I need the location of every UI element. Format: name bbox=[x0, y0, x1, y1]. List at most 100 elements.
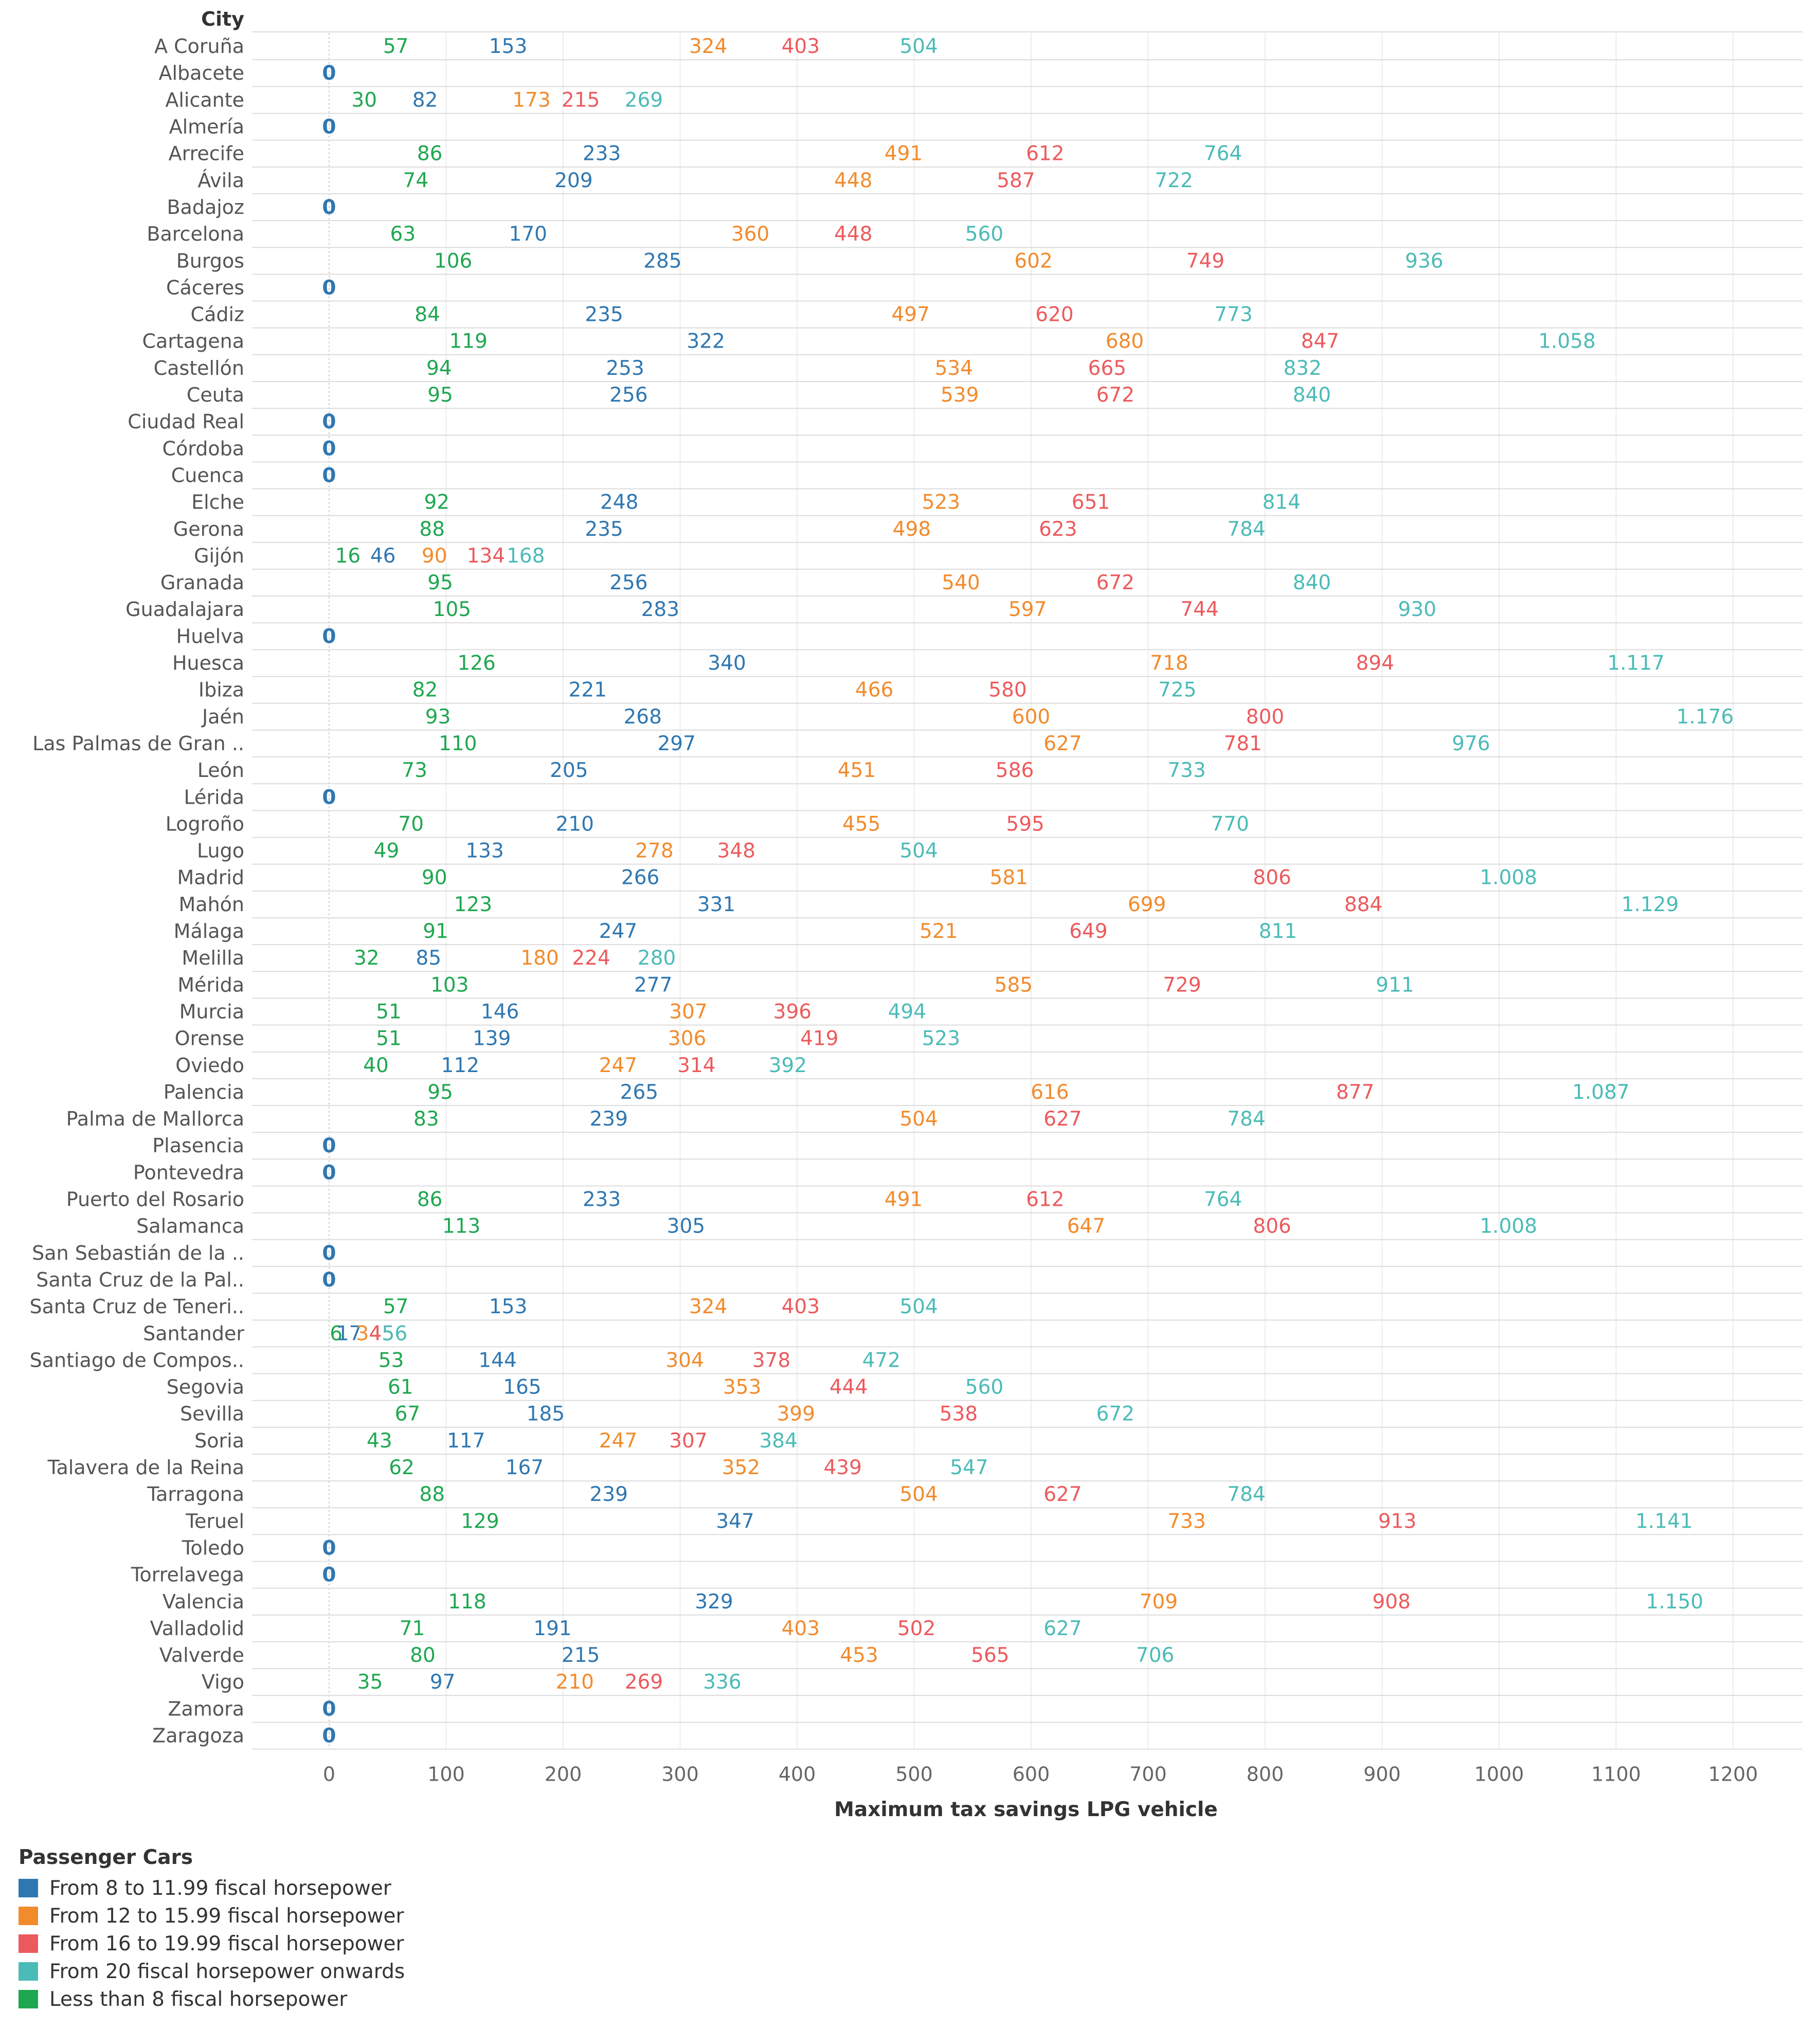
chart-row: San Sebastián de la .. 0 bbox=[32, 1242, 1803, 1266]
value-label-16to20: 378 bbox=[752, 1349, 790, 1372]
chart-row: Arrecife 86 233 491 612 764 bbox=[169, 142, 1803, 167]
chart-row: Barcelona 63 170 360 448 560 bbox=[147, 223, 1803, 247]
city-label: Lugo bbox=[197, 840, 244, 862]
chart-row: Jaén 93 268 600 800 1.176 bbox=[201, 705, 1803, 730]
value-label-20plus: 976 bbox=[1452, 732, 1490, 755]
value-label-12to16: 491 bbox=[885, 142, 923, 166]
value-label-20plus: 725 bbox=[1158, 679, 1196, 702]
chart-row: Alicante 30 82 173 215 269 bbox=[165, 88, 1803, 113]
value-label-20plus: 1.117 bbox=[1607, 652, 1665, 675]
value-label-8to12: 167 bbox=[506, 1456, 544, 1479]
city-label: Gijón bbox=[194, 545, 244, 567]
city-label: Mérida bbox=[177, 973, 244, 996]
value-label-12to16: 581 bbox=[990, 866, 1028, 890]
value-label-16to20: 847 bbox=[1301, 330, 1339, 353]
value-label-20plus: 1.129 bbox=[1621, 893, 1679, 916]
value-label-20plus: 1.150 bbox=[1646, 1590, 1703, 1614]
chart-row: Talavera de la Reina 62 167 352 439 547 bbox=[47, 1456, 1803, 1481]
value-label-lt8: 71 bbox=[400, 1617, 425, 1640]
value-label-20plus: 784 bbox=[1227, 1108, 1265, 1131]
chart: A Coruña 57 153 324 403 504 Albacete 0 Alicante 3… bbox=[0, 0, 1820, 1831]
value-label-8to12: 170 bbox=[509, 223, 547, 246]
value-label-12to16: 523 bbox=[922, 491, 960, 514]
value-label-lt8: 94 bbox=[426, 357, 452, 380]
chart-row: Las Palmas de Gran .. 110 297 627 781 976 bbox=[32, 732, 1803, 757]
value-label-lt8: 118 bbox=[448, 1590, 486, 1614]
value-label-12to16: 585 bbox=[995, 973, 1033, 997]
value-label-12to16: 304 bbox=[665, 1349, 704, 1372]
chart-row: Ibiza 82 221 466 580 725 bbox=[199, 679, 1803, 703]
value-label-lt8: 91 bbox=[423, 920, 448, 943]
value-label-16to20: 672 bbox=[1096, 571, 1134, 594]
value-label-12to16: 453 bbox=[840, 1644, 878, 1667]
legend-item: From 16 to 19.99 fiscal horsepower bbox=[19, 1930, 405, 1958]
value-label-16to20: 580 bbox=[988, 679, 1026, 702]
value-label-lt8: 16 bbox=[335, 545, 361, 568]
value-label-8to12: 329 bbox=[695, 1590, 733, 1614]
city-label: Salamanca bbox=[136, 1215, 244, 1238]
chart-row: Oviedo 40 112 247 314 392 bbox=[175, 1054, 1803, 1079]
value-label-lt8: 88 bbox=[419, 518, 445, 541]
value-label-12to16: 627 bbox=[1043, 732, 1082, 755]
value-label-20plus: 672 bbox=[1096, 1403, 1134, 1426]
value-label-16to20: 665 bbox=[1088, 357, 1126, 380]
value-label-12to16: 324 bbox=[689, 1295, 727, 1318]
value-label-zero: 0 bbox=[322, 786, 336, 809]
value-label-8to12: 233 bbox=[583, 1188, 621, 1211]
value-label-8to12: 265 bbox=[620, 1081, 658, 1104]
city-label: Melilla bbox=[182, 947, 244, 969]
value-label-zero: 0 bbox=[322, 1725, 336, 1748]
legend-label: From 8 to 11.99 fiscal horsepower bbox=[49, 1877, 391, 1900]
value-label-16to20: 744 bbox=[1180, 598, 1218, 621]
chart-row: Cáceres 0 bbox=[166, 276, 1803, 301]
value-label-8to12: 165 bbox=[503, 1376, 541, 1399]
legend-swatch bbox=[19, 1879, 38, 1897]
city-label: Santa Cruz de Teneri.. bbox=[29, 1295, 244, 1318]
city-label: Castellón bbox=[154, 357, 244, 379]
value-label-16to20: 587 bbox=[997, 169, 1035, 192]
value-label-12to16: 352 bbox=[722, 1456, 760, 1479]
city-label: Almería bbox=[169, 116, 244, 138]
chart-row: Pontevedra 0 bbox=[133, 1161, 1803, 1186]
city-label: Murcia bbox=[179, 1000, 244, 1023]
value-label-12to16: 597 bbox=[1008, 598, 1047, 621]
city-label: Badajoz bbox=[167, 196, 244, 219]
chart-row: Toledo 0 bbox=[182, 1536, 1803, 1561]
value-label-20plus: 56 bbox=[382, 1322, 408, 1345]
value-label-16to20: 396 bbox=[773, 1000, 812, 1023]
value-label-8to12: 322 bbox=[687, 330, 725, 353]
city-label: Ciudad Real bbox=[128, 410, 244, 433]
value-label-16to20: 884 bbox=[1344, 893, 1382, 916]
value-label-lt8: 126 bbox=[457, 652, 495, 675]
value-label-lt8: 113 bbox=[442, 1215, 480, 1238]
chart-row: Orense 51 139 306 419 523 bbox=[175, 1027, 1803, 1052]
value-label-8to12: 97 bbox=[430, 1671, 456, 1694]
value-label-16to20: 627 bbox=[1043, 1483, 1082, 1506]
value-label-lt8: 62 bbox=[389, 1456, 415, 1479]
chart-row: Granada 95 256 540 672 840 bbox=[160, 571, 1803, 596]
value-label-8to12: 256 bbox=[609, 384, 647, 407]
value-label-12to16: 466 bbox=[855, 679, 893, 702]
value-label-12to16: 399 bbox=[777, 1403, 815, 1426]
city-label: Cartagena bbox=[142, 330, 245, 353]
value-label-12to16: 504 bbox=[899, 1108, 938, 1131]
chart-row: Sevilla 67 185 399 538 672 bbox=[180, 1403, 1803, 1427]
value-label-lt8: 70 bbox=[398, 812, 424, 836]
city-label: Santiago de Compos.. bbox=[30, 1349, 244, 1371]
value-label-16to20: 800 bbox=[1246, 705, 1284, 729]
city-label: Arrecife bbox=[169, 142, 244, 165]
value-label-lt8: 57 bbox=[383, 35, 409, 58]
value-label-20plus: 1.008 bbox=[1480, 866, 1537, 890]
value-label-lt8: 40 bbox=[363, 1054, 389, 1077]
value-label-lt8: 123 bbox=[454, 893, 492, 916]
chart-row: Plasencia 0 bbox=[152, 1134, 1803, 1159]
value-label-zero: 0 bbox=[322, 1697, 336, 1720]
legend-label: From 20 fiscal horsepower onwards bbox=[49, 1960, 405, 1983]
value-label-20plus: 336 bbox=[703, 1671, 741, 1694]
value-label-8to12: 112 bbox=[441, 1054, 479, 1077]
city-label: Pontevedra bbox=[133, 1161, 244, 1184]
city-label: Madrid bbox=[177, 866, 245, 889]
city-label: León bbox=[197, 759, 244, 782]
city-label: Zamora bbox=[168, 1697, 245, 1720]
chart-row: Ávila 74 209 448 587 722 bbox=[197, 169, 1803, 194]
